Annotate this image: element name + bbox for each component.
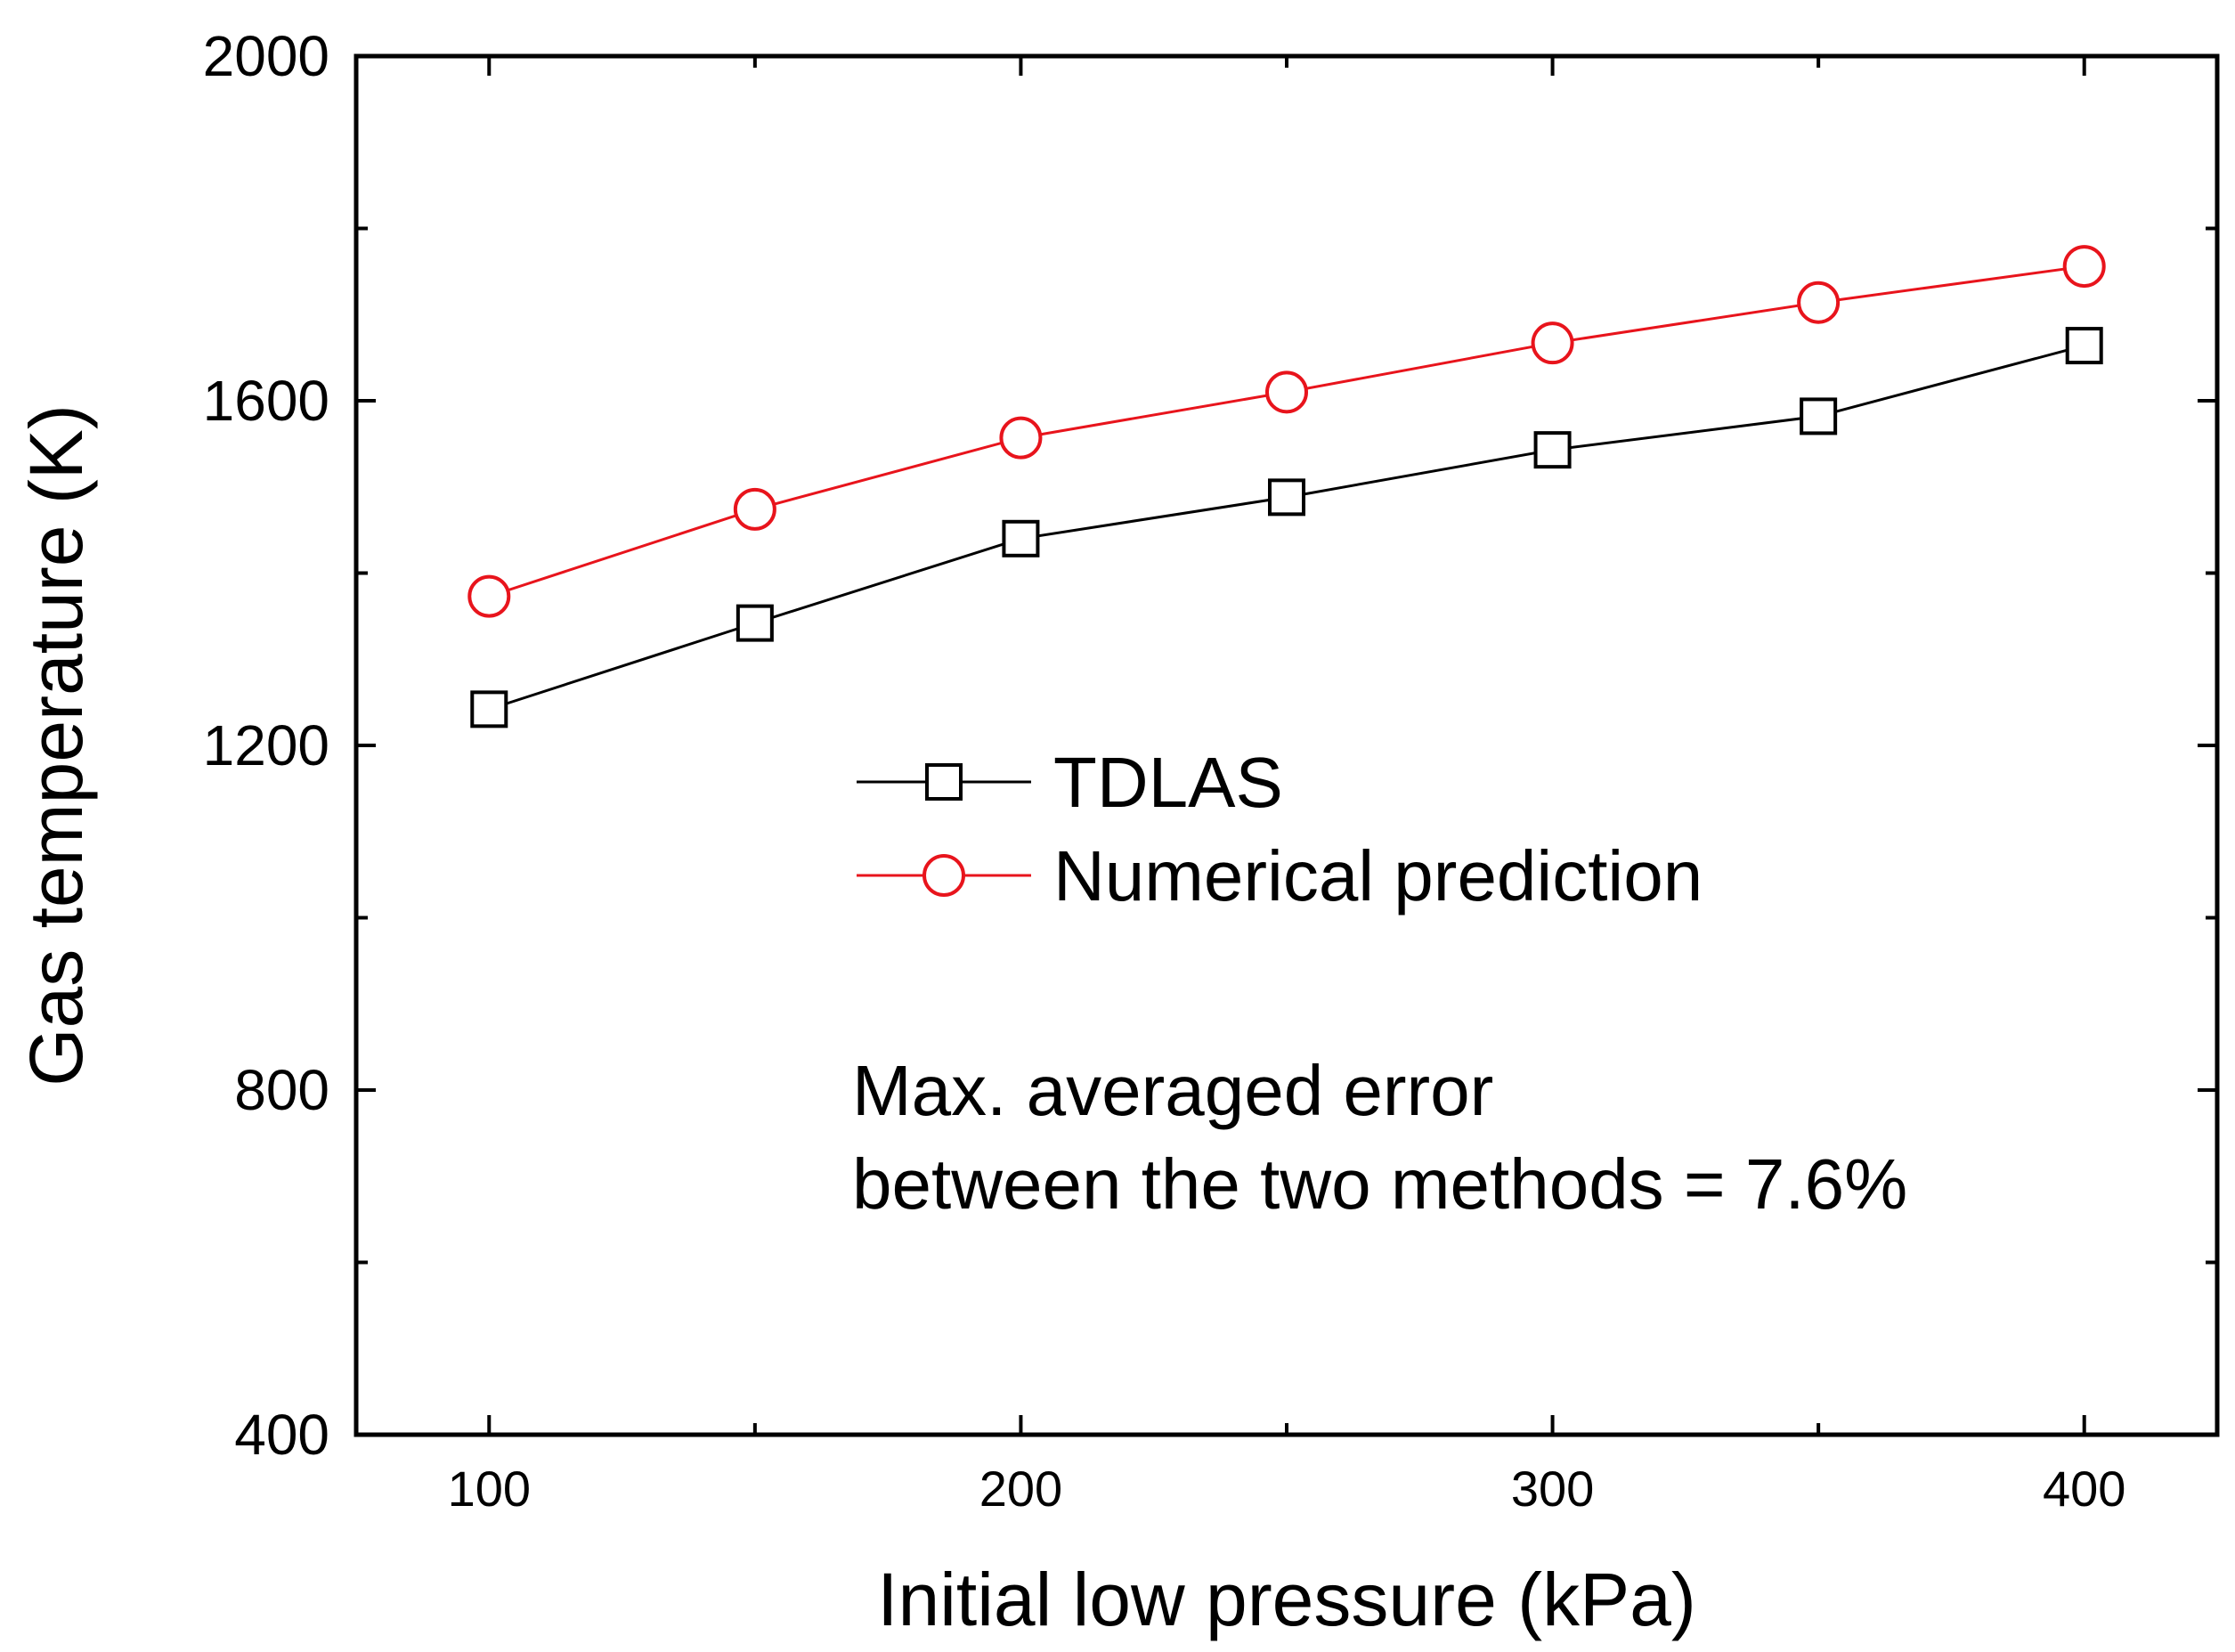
data-point-numerical [1797, 281, 1841, 324]
x-tick-label: 400 [2043, 1461, 2125, 1517]
data-point-tdlas [1268, 478, 1305, 517]
x-axis-label: Initial low pressure (kPa) [877, 1558, 1696, 1641]
data-point-tdlas [1002, 519, 1040, 557]
data-point-tdlas [1533, 431, 1572, 469]
data-point-tdlas [736, 604, 774, 642]
legend-marker-numerical [922, 854, 965, 897]
x-tick-label: 300 [1511, 1461, 1594, 1517]
annotation-line-1: Max. averaged error [852, 1051, 1493, 1130]
data-point-numerical [999, 416, 1043, 460]
legend-label-numerical: Numerical prediction [1053, 836, 1703, 916]
x-tick-label: 100 [448, 1461, 531, 1517]
y-tick-label: 400 [234, 1403, 329, 1467]
data-point-tdlas [1800, 397, 1838, 435]
y-tick-label: 800 [234, 1058, 329, 1122]
annotation-line-2: between the two methods = 7.6% [852, 1144, 1907, 1224]
data-point-numerical [467, 574, 511, 618]
tick-labels: 100 200 300 400 400 800 1200 1600 2000 [203, 24, 2126, 1517]
y-tick-label: 1200 [203, 713, 329, 777]
legend-label-tdlas: TDLAS [1053, 743, 1283, 822]
legend-marker-tdlas [925, 763, 963, 801]
legend: TDLAS Numerical prediction [857, 743, 1703, 916]
plot-frame [354, 53, 2220, 1437]
data-point-numerical [1265, 370, 1308, 414]
data-point-numerical [733, 487, 776, 531]
data-point-tdlas [470, 690, 508, 728]
series-markers [467, 245, 2106, 728]
axis-ticks [356, 54, 2217, 1436]
y-axis-label: Gas temperature (K) [14, 404, 98, 1086]
data-point-tdlas [2065, 327, 2103, 365]
data-point-numerical [1531, 321, 1574, 365]
y-tick-label: 2000 [203, 24, 329, 88]
x-tick-label: 200 [979, 1461, 1062, 1517]
data-point-numerical [2062, 245, 2106, 289]
y-tick-label: 1600 [203, 369, 329, 433]
series-line-numerical [488, 264, 2085, 598]
